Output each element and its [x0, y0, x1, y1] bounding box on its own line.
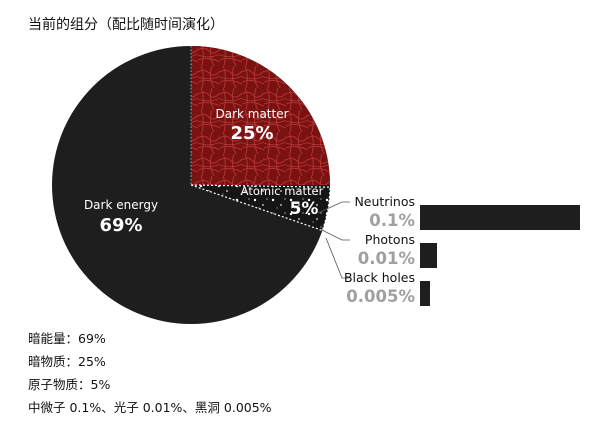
bar-value-photons: 0.01% — [358, 249, 416, 268]
pie-value-atomic-matter: 5% — [290, 199, 319, 219]
bar-black-holes — [420, 281, 430, 306]
note-dark-energy: 暗能量：69% — [28, 331, 106, 346]
figure-title: 当前的组分（配比随时间演化） — [28, 17, 224, 33]
bar-neutrinos — [420, 205, 580, 230]
connector-photons — [321, 229, 350, 241]
bar-photons — [420, 243, 437, 268]
pie-label-dark-matter: Dark matter — [215, 107, 288, 121]
pie-slice-atomic-matter — [190, 184, 331, 232]
note-minor-components: 中微子 0.1%、光子 0.01%、黑洞 0.005% — [28, 400, 272, 415]
connector-neutrinos — [317, 201, 350, 214]
note-atomic-matter: 原子物质：5% — [28, 377, 111, 392]
pie-value-dark-energy: 69% — [99, 215, 142, 236]
bar-label-photons: Photons — [365, 232, 415, 247]
pie-label-dark-energy: Dark energy — [84, 198, 158, 212]
bar-label-black-holes: Black holes — [344, 270, 415, 285]
bar-value-black-holes: 0.005% — [346, 287, 415, 306]
connector-black-holes — [325, 237, 350, 279]
pie-value-dark-matter: 25% — [230, 123, 273, 144]
bar-label-neutrinos: Neutrinos — [354, 194, 415, 209]
pie-label-atomic-matter: Atomic matter — [241, 184, 324, 198]
note-dark-matter: 暗物质：25% — [28, 354, 106, 369]
bar-value-neutrinos: 0.1% — [369, 211, 415, 230]
